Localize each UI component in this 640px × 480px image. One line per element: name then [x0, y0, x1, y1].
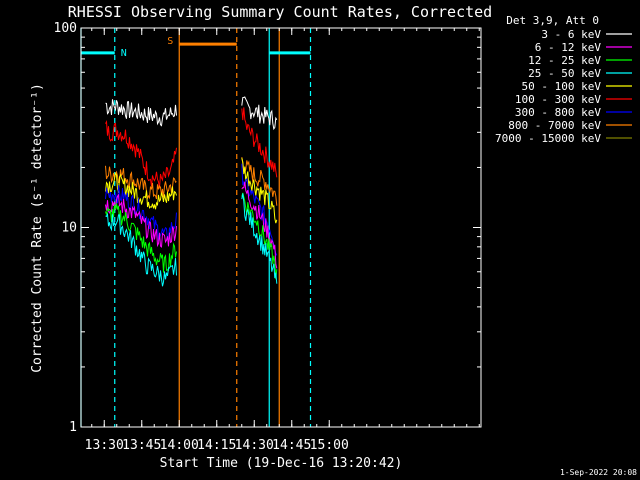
series-line: [241, 96, 278, 131]
series-line: [241, 181, 278, 269]
series-line: [105, 193, 177, 248]
annotation-label: N: [121, 48, 127, 59]
legend-entry-label: 800 - 7000 keV: [508, 119, 601, 132]
series-line: [241, 163, 278, 256]
x-tick-label: 14:00: [160, 438, 199, 453]
legend-header: Det 3,9, Att 0: [506, 14, 599, 27]
x-tick-label: 15:00: [310, 438, 349, 453]
x-tick-label: 14:15: [197, 438, 236, 453]
legend-entry-label: 50 - 100 keV: [522, 80, 602, 93]
legend-entry-label: 6 - 12 keV: [535, 41, 602, 54]
series-line: [105, 203, 177, 273]
legend-entry-label: 3 - 6 keV: [541, 28, 601, 41]
legend-entry-label: 300 - 800 keV: [515, 106, 601, 119]
legend-entry-label: 100 - 300 keV: [515, 93, 601, 106]
y-tick-label: 100: [54, 21, 77, 36]
legend-entry-label: 25 - 50 keV: [528, 67, 601, 80]
series-line: [105, 120, 177, 189]
annotation-label: S: [167, 36, 173, 47]
x-tick-label: 13:30: [85, 438, 124, 453]
chart-title: RHESSI Observing Summary Count Rates, Co…: [68, 3, 492, 21]
series-line: [241, 192, 278, 280]
x-tick-label: 14:30: [235, 438, 274, 453]
series-line: [241, 193, 278, 284]
legend-entry-label: 12 - 25 keV: [528, 54, 601, 67]
x-tick-label: 13:45: [122, 438, 161, 453]
y-axis-label: Corrected Count Rate (s⁻¹ detector⁻¹): [30, 83, 45, 373]
series-line: [241, 157, 278, 224]
series-line: [105, 212, 177, 287]
series-line: [105, 165, 177, 201]
y-tick-label: 10: [61, 221, 77, 236]
legend-entry-label: 7000 - 15000 keV: [495, 132, 601, 145]
chart-date-stamp: 1-Sep-2022 20:08: [560, 468, 637, 477]
annotation-layer: NS: [80, 28, 312, 427]
x-tick-label: 14:45: [272, 438, 311, 453]
series-line: [241, 157, 278, 206]
series-line: [241, 107, 278, 178]
series-layer: [105, 96, 278, 287]
x-axis-label: Start Time (19-Dec-16 13:20:42): [160, 456, 403, 471]
series-line: [105, 99, 177, 127]
y-tick-label: 1: [69, 420, 77, 435]
series-line: [105, 171, 177, 210]
